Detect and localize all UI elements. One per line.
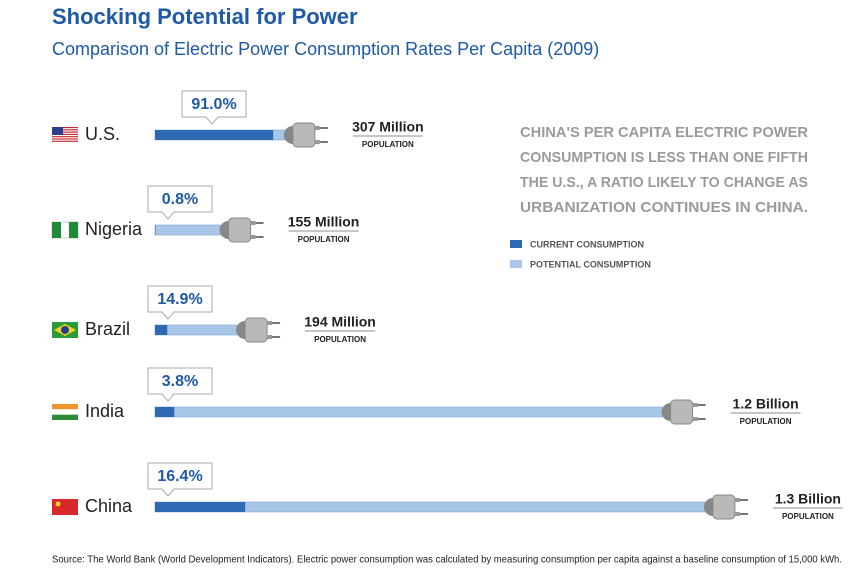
plug	[697, 418, 706, 420]
category-label: India	[85, 401, 125, 421]
flag	[52, 136, 78, 138]
potential-bar	[154, 324, 238, 336]
population-value: 155 Million	[288, 214, 360, 230]
legend-label: CURRENT CONSUMPTION	[530, 239, 644, 249]
callout-box	[147, 367, 213, 402]
population-label: POPULATION	[314, 335, 366, 344]
flag	[52, 127, 78, 129]
plug	[267, 321, 273, 325]
value-label: 14.9%	[157, 291, 202, 308]
current-bar	[155, 130, 274, 140]
plug	[734, 498, 740, 502]
current-bar	[155, 225, 156, 235]
flag	[52, 131, 78, 133]
plug	[272, 322, 281, 324]
flag	[55, 501, 61, 507]
legend-swatch	[510, 240, 522, 248]
legend-label: POTENTIAL CONSUMPTION	[530, 259, 651, 269]
value-label: 3.8%	[162, 373, 198, 390]
legend-swatch	[510, 260, 522, 268]
flag	[52, 127, 63, 135]
population-label: POPULATION	[362, 140, 414, 149]
population-label: POPULATION	[782, 512, 834, 521]
plug	[244, 317, 268, 343]
flag	[52, 140, 78, 142]
flag	[52, 409, 78, 415]
flag	[52, 499, 78, 515]
annotation: URBANIZATION CONTINUES IN CHINA.	[520, 199, 808, 216]
flag	[52, 129, 78, 131]
plug	[255, 222, 264, 224]
plug	[739, 499, 748, 501]
plug	[319, 127, 328, 129]
plug	[319, 141, 328, 143]
chart-subtitle: Comparison of Electric Power Consumption…	[52, 39, 599, 59]
flag	[52, 414, 78, 420]
plug	[692, 403, 698, 407]
population-label: POPULATION	[298, 235, 350, 244]
flag	[52, 133, 78, 135]
plug	[250, 221, 256, 225]
current-bar	[155, 502, 246, 512]
plug	[692, 417, 698, 421]
plug	[228, 217, 252, 243]
potential-bar	[154, 406, 663, 418]
plug	[739, 513, 748, 515]
category-label: Brazil	[85, 319, 130, 339]
population-value: 194 Million	[304, 314, 376, 330]
value-label: 16.4%	[157, 468, 202, 485]
value-label: 91.0%	[191, 96, 236, 113]
annotation: CONSUMPTION IS LESS THAN ONE FIFTH	[520, 149, 808, 166]
potential-bar	[154, 224, 221, 236]
population-label: POPULATION	[740, 417, 792, 426]
plug	[734, 512, 740, 516]
flag	[69, 222, 78, 238]
plug	[697, 404, 706, 406]
plug	[712, 494, 736, 520]
plug	[314, 140, 320, 144]
plug	[272, 336, 281, 338]
value-label: 0.8%	[162, 191, 198, 208]
plug	[670, 399, 694, 425]
annotation: THE U.S., A RATIO LIKELY TO CHANGE AS	[520, 174, 808, 191]
flag	[52, 404, 78, 410]
category-label: U.S.	[85, 124, 120, 144]
source-note: Source: The World Bank (World Developmen…	[52, 555, 842, 566]
current-bar	[155, 407, 175, 417]
plug	[314, 126, 320, 130]
flag	[61, 326, 69, 334]
category-label: China	[85, 496, 133, 516]
population-value: 1.2 Billion	[733, 396, 799, 412]
flag	[52, 222, 61, 238]
plug	[267, 335, 273, 339]
population-value: 307 Million	[352, 119, 424, 135]
callout-box	[147, 185, 213, 220]
plug	[255, 236, 264, 238]
annotation: CHINA'S PER CAPITA ELECTRIC POWER	[520, 124, 808, 141]
flag	[52, 138, 78, 140]
category-label: Nigeria	[85, 219, 143, 239]
population-value: 1.3 Billion	[775, 491, 841, 507]
callout-box	[147, 462, 213, 497]
plug	[250, 235, 256, 239]
callout-box	[147, 285, 213, 320]
plug	[292, 122, 316, 148]
callout-box	[181, 90, 247, 125]
chart-title: Shocking Potential for Power	[52, 4, 358, 29]
current-bar	[155, 325, 168, 335]
